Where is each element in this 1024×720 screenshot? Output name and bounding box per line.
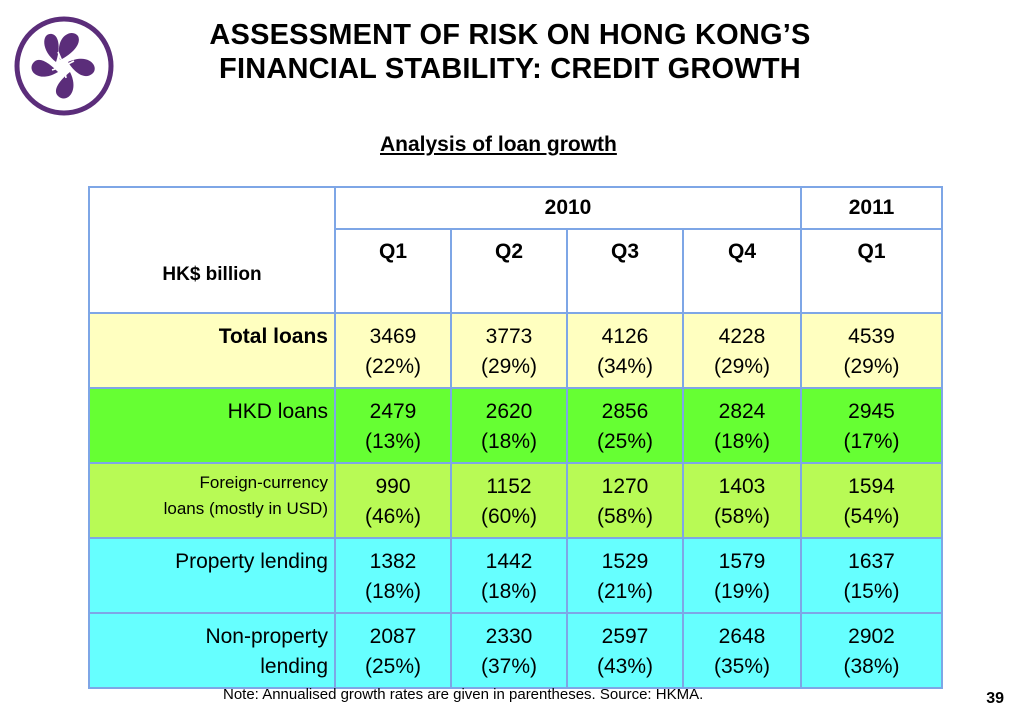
- footnote: Note: Annualised growth rates are given …: [223, 686, 704, 703]
- table-cell: 1529 (21%): [566, 537, 684, 614]
- year-header-2010: 2010: [334, 186, 802, 230]
- table-cell: 3773 (29%): [450, 312, 568, 389]
- page-number: 39: [986, 690, 1004, 707]
- table-row-non-property-lending: Non-property lending 2087 (25%) 2330 (37%) …: [88, 612, 943, 689]
- table-cell: 2620 (18%): [450, 387, 568, 464]
- table-cell: 2824 (18%): [682, 387, 802, 464]
- table-cell: 2087 (25%): [334, 612, 452, 689]
- table-cell: 2902 (38%): [800, 612, 943, 689]
- table-cell: 1442 (18%): [450, 537, 568, 614]
- row-label: HKD loans: [88, 387, 336, 464]
- table-cell: 1637 (15%): [800, 537, 943, 614]
- table-subtitle: Analysis of loan growth: [380, 133, 617, 156]
- page-title: ASSESSMENT OF RISK ON HONG KONG’S FINANC…: [140, 18, 880, 86]
- loan-growth-table: HK$ billion 2010 2011 Q1 Q2 Q3 Q4 Q1 Tot…: [88, 186, 943, 689]
- table-cell: 4228 (29%): [682, 312, 802, 389]
- quarter-header: Q4: [682, 228, 802, 314]
- table-cell: 3469 (22%): [334, 312, 452, 389]
- row-label: Total loans: [88, 312, 336, 389]
- table-cell: 2648 (35%): [682, 612, 802, 689]
- bauhinia-logo-icon: [14, 16, 114, 116]
- table-cell: 2856 (25%): [566, 387, 684, 464]
- table-cell: 4126 (34%): [566, 312, 684, 389]
- table-row-property-lending: Property lending 1382 (18%) 1442 (18%) 152…: [88, 537, 943, 614]
- table-cell: 1270 (58%): [566, 462, 684, 539]
- table-row-hkd-loans: HKD loans 2479 (13%) 2620 (18%) 2856 (25%) …: [88, 387, 943, 464]
- table-cell: 1594 (54%): [800, 462, 943, 539]
- table-cell: 1403 (58%): [682, 462, 802, 539]
- table-cell: 2479 (13%): [334, 387, 452, 464]
- year-header-row: HK$ billion 2010 2011: [88, 186, 943, 314]
- year-header-2011: 2011: [800, 186, 943, 230]
- row-label: Property lending: [88, 537, 336, 614]
- quarter-header-row: Q1 Q2 Q3 Q4 Q1: [89, 228, 943, 314]
- row-label: Foreign-currency loans (mostly in USD): [88, 462, 336, 539]
- quarter-header: Q1: [334, 228, 452, 314]
- table-cell: 4539 (29%): [800, 312, 943, 389]
- table-cell: 990 (46%): [334, 462, 452, 539]
- row-label: Non-property lending: [88, 612, 336, 689]
- quarter-header: Q3: [566, 228, 684, 314]
- table-row-foreign-currency-loans: Foreign-currency loans (mostly in USD) 99…: [88, 462, 943, 539]
- quarter-header: Q1: [800, 228, 943, 314]
- table-cell: 2945 (17%): [800, 387, 943, 464]
- table-cell: 2597 (43%): [566, 612, 684, 689]
- table-cell: 1382 (18%): [334, 537, 452, 614]
- title-line-2: FINANCIAL STABILITY: CREDIT GROWTH: [219, 53, 801, 85]
- table-cell: 1579 (19%): [682, 537, 802, 614]
- unit-label: HK$ billion: [88, 186, 336, 314]
- table-cell: 2330 (37%): [450, 612, 568, 689]
- table-cell: 1152 (60%): [450, 462, 568, 539]
- table-row-total-loans: Total loans 3469 (22%) 3773 (29%) 4126 (34%…: [88, 312, 943, 389]
- quarter-header: Q2: [450, 228, 568, 314]
- title-line-1: ASSESSMENT OF RISK ON HONG KONG’S: [209, 19, 811, 51]
